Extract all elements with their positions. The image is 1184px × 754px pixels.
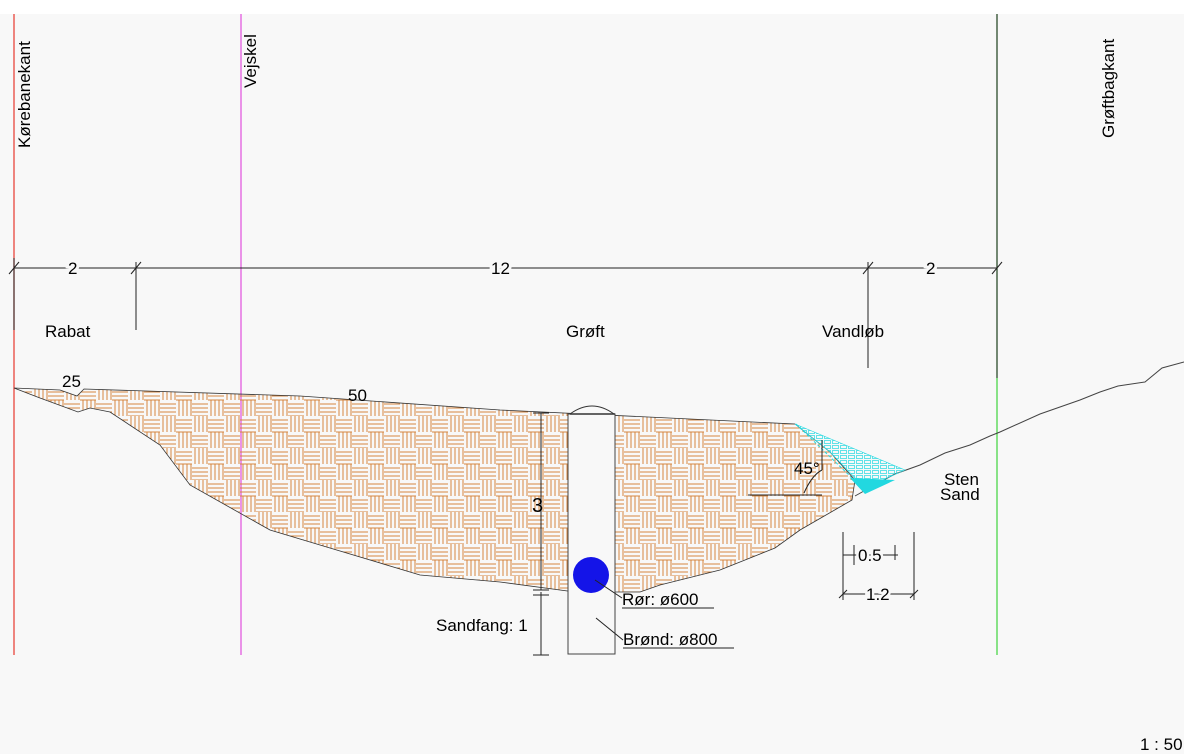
depth-dimension	[533, 412, 549, 656]
groft-width-label: 12	[491, 259, 510, 278]
top-dimension-line	[8, 258, 1003, 370]
well-label: Brønd: ø800	[623, 630, 718, 649]
rabat-width-label: 2	[68, 259, 77, 278]
groftbagkant-label: Grøftbagkant	[1099, 39, 1118, 138]
well-shaft	[567, 413, 616, 655]
groft-label: Grøft	[566, 322, 605, 341]
bottom-width-dimension	[838, 532, 919, 600]
pipe-leader	[594, 579, 623, 599]
korebanekant-label: Kørebanekant	[15, 41, 34, 148]
ditch-soil-hatched	[13, 387, 856, 593]
scale-label: 1 : 50	[1140, 735, 1183, 754]
bottom-outer-label: 1.2	[866, 585, 890, 604]
angle-indicator	[748, 440, 823, 496]
bottom-inner-label: 0.5	[858, 546, 882, 565]
slope-mid-label: 50	[348, 386, 367, 405]
sten-label: Sten	[944, 470, 979, 489]
pipe-label: Rør: ø600	[622, 590, 699, 609]
vandlob-width-label: 2	[926, 259, 935, 278]
sand-layer	[850, 478, 895, 494]
vandlob-label: Vandløb	[822, 322, 884, 341]
sandfang-label: Sandfang: 1	[436, 616, 528, 635]
rabat-label: Rabat	[45, 322, 91, 341]
pipe-circle	[573, 557, 609, 593]
angle-label: 45°	[794, 459, 820, 478]
depth-label: 3	[532, 495, 543, 517]
water-edge	[795, 423, 853, 479]
vejskel-label: Vejskel	[241, 34, 260, 88]
sand-label: Sand	[940, 485, 980, 504]
well-leader	[595, 617, 624, 641]
slope-left-label: 25	[62, 372, 81, 391]
